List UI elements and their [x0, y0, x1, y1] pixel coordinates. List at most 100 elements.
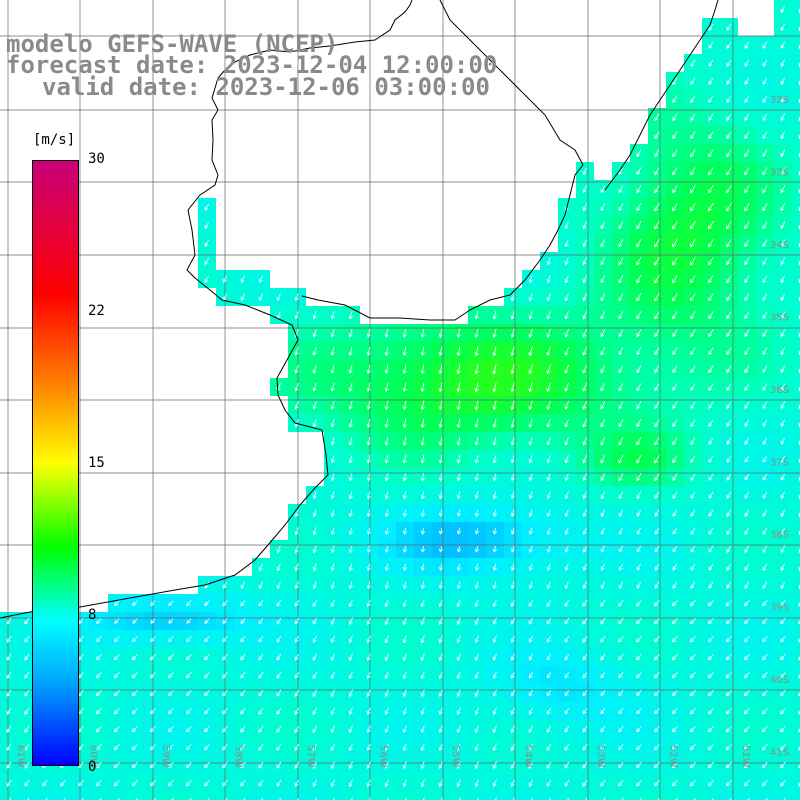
- wind-arrow: [492, 653, 497, 661]
- wind-arrow: [312, 779, 318, 787]
- wind-speed-cell: [180, 792, 198, 800]
- wind-arrow: [189, 797, 192, 800]
- wind-arrow: [744, 365, 750, 374]
- wind-arrow: [689, 780, 696, 787]
- wind-arrow: [618, 401, 624, 410]
- wind-arrow: [708, 238, 714, 248]
- wind-arrow: [582, 346, 588, 356]
- wind-arrow: [384, 382, 389, 393]
- wind-speed-cell: [792, 36, 800, 54]
- wind-speed-cell: [396, 792, 414, 800]
- latitude-label: 35S: [770, 313, 789, 324]
- wind-speed-cell: [54, 792, 72, 800]
- wind-arrow: [780, 419, 786, 427]
- wind-arrow: [600, 653, 606, 661]
- wind-arrow: [42, 779, 48, 787]
- wind-arrow: [708, 131, 714, 140]
- wind-speed-cell: [162, 792, 180, 800]
- wind-arrow: [492, 689, 497, 697]
- wind-arrow: [762, 581, 768, 589]
- wind-arrow: [222, 743, 228, 751]
- wind-speed-cell: [792, 486, 800, 504]
- wind-arrow: [690, 184, 696, 194]
- wind-arrow: [582, 203, 587, 212]
- wind-arrow: [366, 635, 371, 644]
- wind-arrow: [546, 617, 552, 625]
- wind-arrow: [780, 275, 786, 283]
- wind-arrow: [330, 563, 335, 572]
- wind-arrow: [618, 744, 624, 751]
- wind-arrow: [6, 671, 12, 679]
- wind-arrow: [762, 383, 768, 392]
- wind-arrow: [618, 635, 624, 643]
- wind-arrow: [708, 149, 714, 158]
- wind-arrow: [528, 689, 533, 697]
- wind-arrow: [726, 401, 732, 409]
- wind-arrow: [726, 293, 732, 302]
- wind-arrow: [621, 797, 624, 800]
- wind-arrow: [564, 509, 569, 518]
- wind-arrow: [422, 797, 425, 800]
- wind-arrow: [582, 328, 588, 338]
- wind-arrow: [780, 455, 786, 463]
- wind-arrow: [564, 364, 570, 374]
- wind-arrow: [135, 798, 138, 800]
- colorbar-tick-8: 8: [88, 607, 97, 623]
- wind-arrow: [186, 618, 192, 624]
- wind-arrow: [762, 672, 768, 679]
- wind-arrow: [654, 329, 660, 338]
- wind-arrow: [672, 491, 678, 499]
- wind-arrow: [671, 762, 678, 769]
- wind-arrow: [528, 437, 533, 446]
- wind-arrow: [113, 672, 120, 679]
- wind-arrow: [474, 473, 479, 482]
- wind-arrow: [474, 617, 479, 626]
- wind-arrow: [762, 455, 768, 463]
- wind-arrow: [438, 671, 443, 680]
- wind-arrow: [672, 473, 678, 482]
- wind-arrow: [402, 635, 407, 644]
- wind-speed-cell: [792, 306, 800, 324]
- wind-arrow: [438, 528, 444, 535]
- wind-arrow: [294, 761, 300, 769]
- wind-arrow: [690, 347, 696, 356]
- wind-arrow: [564, 400, 569, 410]
- wind-arrow: [420, 743, 425, 752]
- wind-arrow: [549, 797, 552, 800]
- wind-arrow: [258, 617, 264, 625]
- wind-arrow: [330, 509, 335, 518]
- wind-arrow: [654, 238, 660, 248]
- wind-arrow: [420, 364, 425, 375]
- wind-arrow: [582, 491, 587, 500]
- wind-arrow: [762, 437, 768, 445]
- wind-arrow: [726, 563, 732, 571]
- wind-arrow: [150, 744, 156, 751]
- wind-arrow: [582, 418, 588, 428]
- wind-arrow: [131, 762, 138, 769]
- wind-arrow: [149, 762, 156, 769]
- wind-arrow: [726, 527, 732, 535]
- longitude-label: 53W: [595, 745, 606, 768]
- wind-speed-cell: [792, 630, 800, 648]
- wind-arrow: [780, 383, 786, 392]
- wind-arrow: [654, 167, 660, 176]
- wind-arrow: [420, 382, 425, 393]
- wind-arrow: [384, 725, 389, 733]
- wind-arrow: [600, 239, 606, 248]
- wind-arrow: [564, 473, 569, 482]
- wind-arrow: [693, 798, 696, 800]
- wind-arrow: [24, 689, 30, 697]
- wind-arrow: [185, 779, 192, 787]
- wind-arrow: [690, 473, 696, 481]
- wind-speed-cell: [792, 612, 800, 630]
- wind-speed-cell: [792, 792, 800, 800]
- wind-arrow: [258, 563, 263, 572]
- wind-arrow: [510, 689, 515, 697]
- wind-arrow: [312, 419, 317, 428]
- wind-arrow: [636, 491, 642, 500]
- wind-arrow: [294, 743, 300, 751]
- wind-arrow: [708, 329, 714, 338]
- wind-arrow: [798, 710, 800, 715]
- wind-arrow: [780, 239, 786, 248]
- wind-arrow: [618, 257, 624, 266]
